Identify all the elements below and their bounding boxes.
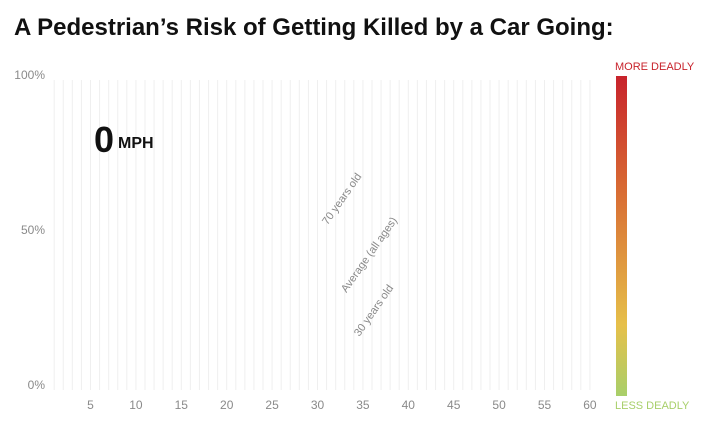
y-tick-label: 50% <box>21 223 45 237</box>
y-tick-label: 100% <box>14 68 45 82</box>
x-tick-label: 40 <box>402 398 416 412</box>
x-axis-ticks: 5 10 15 20 25 30 35 40 45 50 55 60 <box>87 398 597 412</box>
x-tick-label: 60 <box>583 398 597 412</box>
y-tick-label: 0% <box>28 378 46 392</box>
x-tick-label: 10 <box>129 398 143 412</box>
speed-readout-unit: MPH <box>118 135 154 152</box>
x-tick-label: 5 <box>87 398 94 412</box>
series-label: 30 years old <box>352 283 396 339</box>
x-tick-label: 15 <box>175 398 189 412</box>
speed-readout-value: 0 <box>94 119 114 160</box>
x-tick-label: 20 <box>220 398 234 412</box>
scale-top-label: MORE DEADLY <box>615 61 695 73</box>
x-tick-label: 35 <box>356 398 370 412</box>
bar-columns <box>53 80 591 390</box>
x-tick-label: 55 <box>538 398 552 412</box>
x-tick-label: 50 <box>492 398 506 412</box>
x-tick-label: 45 <box>447 398 461 412</box>
series-label: Average (all ages) <box>339 215 400 295</box>
scale-bottom-label: LESS DEADLY <box>615 400 690 412</box>
x-tick-label: 30 <box>311 398 325 412</box>
chart-title: A Pedestrian’s Risk of Getting Killed by… <box>14 14 614 41</box>
x-tick-label: 25 <box>265 398 279 412</box>
y-axis-ticks: 0% 50% 100% <box>14 68 45 392</box>
deadliness-color-scale <box>616 76 627 396</box>
